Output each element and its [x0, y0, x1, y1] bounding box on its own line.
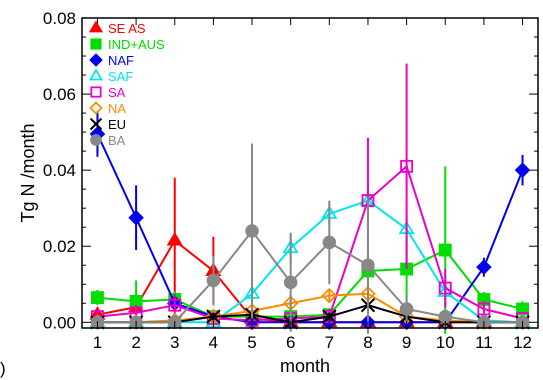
data-point: [477, 302, 491, 316]
legend-item: EU: [89, 117, 126, 132]
series-line: [97, 165, 523, 322]
data-point: [399, 302, 414, 316]
data-point: [283, 275, 298, 290]
x-axis-label: month: [280, 356, 330, 376]
legend-marker: [89, 53, 103, 67]
legend-marker-stroke: [89, 117, 103, 131]
y-tick-label: 0.04: [43, 161, 76, 180]
x-tick-label: 10: [436, 333, 455, 352]
y-tick-label: 0.00: [43, 313, 76, 332]
plot-frame: [81, 17, 539, 329]
data-point: [438, 281, 452, 295]
legend-label: SAF: [108, 69, 133, 84]
x-tick-label: 5: [247, 333, 256, 352]
series-eu: [90, 297, 530, 330]
series-line: [97, 239, 523, 324]
data-point: [400, 159, 414, 173]
x-tick-label: 4: [209, 333, 218, 352]
legend-item: SE AS: [88, 20, 146, 36]
legend-marker: [88, 68, 104, 81]
data-point: [128, 209, 144, 226]
data-point: [321, 287, 338, 304]
x-tick-label: 3: [170, 333, 179, 352]
legend-marker: [90, 134, 102, 146]
x-tick-label: 9: [402, 333, 411, 352]
legend-item: SA: [90, 85, 126, 100]
x-tick-label: 6: [286, 333, 295, 352]
series-saf: [89, 189, 531, 328]
legend-label: SA: [108, 85, 126, 100]
legend-item: BA: [90, 133, 126, 148]
y-tick-label: 0.08: [43, 9, 76, 28]
series-layer: [89, 63, 531, 334]
series-naf: [89, 111, 531, 331]
x-tick-label: 1: [93, 333, 102, 352]
series-sa: [91, 63, 529, 327]
legend-marker: [90, 86, 102, 98]
x-tick-label: 12: [513, 333, 532, 352]
data-point: [322, 235, 337, 250]
y-axis-label: Tg N /month: [18, 123, 38, 222]
data-point: [476, 259, 492, 275]
legend-marker: [89, 117, 103, 131]
series-line: [97, 249, 523, 318]
legend-label: NAF: [108, 53, 134, 68]
data-point: [438, 309, 453, 324]
legend-item: NA: [89, 101, 126, 116]
x-tick-label: 2: [131, 333, 140, 352]
legend-marker: [89, 101, 103, 115]
data-point: [206, 273, 221, 288]
data-point-stroke: [322, 309, 337, 324]
legend-item: IND+AUS: [90, 37, 165, 52]
data-point: [206, 309, 221, 324]
legend-item: SAF: [88, 68, 133, 84]
data-point: [514, 162, 531, 178]
legend-label: IND+AUS: [108, 37, 165, 52]
x-tick-label: 11: [475, 333, 493, 352]
panel-label: ): [0, 359, 6, 378]
axis-ticks: 1 2 3 4 5 6 7 8 9 10 11 120.000.020.040.060.08: [43, 9, 538, 352]
data-point: [168, 298, 182, 312]
series-line: [96, 133, 524, 324]
x-tick-label: 7: [325, 333, 334, 352]
legend-label: BA: [108, 133, 126, 148]
data-point: [361, 258, 375, 272]
legend-label: EU: [108, 117, 126, 132]
data-point: [91, 291, 104, 304]
legend-marker: [90, 38, 102, 50]
legend-item: NAF: [89, 53, 134, 68]
data-point: [166, 231, 183, 246]
data-point-stroke: [206, 309, 221, 324]
y-tick-label: 0.06: [43, 85, 76, 104]
y-tick-label: 0.02: [43, 237, 76, 256]
x-tick-label: 8: [363, 333, 372, 352]
legend-marker: [88, 20, 104, 33]
legend-label: NA: [108, 101, 126, 116]
data-point: [438, 243, 452, 257]
data-point: [322, 309, 337, 324]
legend-label: SE AS: [108, 21, 146, 36]
data-point: [245, 224, 259, 238]
